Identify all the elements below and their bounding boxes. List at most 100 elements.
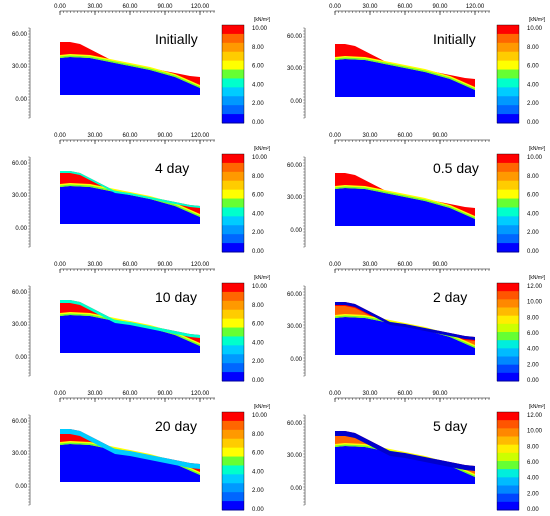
colorbar-swatch bbox=[222, 354, 244, 364]
x-tick-label: 0.00 bbox=[54, 262, 66, 268]
x-tick-label: 0.00 bbox=[329, 4, 341, 10]
x-tick-label: 0.00 bbox=[54, 4, 66, 10]
time-label: Initially bbox=[433, 31, 476, 47]
panel-0-plot: 0.00 30.00 60.00 90.00 120.00 60.00 30.00 0.00 I… bbox=[12, 4, 271, 126]
y-tick-label: 0.00 bbox=[15, 226, 27, 232]
x-tick-label: 120.00 bbox=[191, 262, 210, 268]
colorbar-swatch bbox=[222, 412, 244, 422]
colorbar-swatch bbox=[222, 438, 244, 449]
y-tick-label: 60.00 bbox=[12, 32, 28, 38]
colorbar-swatch bbox=[497, 114, 519, 124]
colorbar-tick-label: 2.00 bbox=[527, 230, 539, 236]
panel-4: 0.00 30.00 60.00 90.00 120.00 60.00 30.00 0.00 1… bbox=[0, 258, 275, 387]
colorbar-swatch bbox=[497, 189, 519, 200]
colorbar-swatch bbox=[222, 474, 244, 484]
colorbar-swatch bbox=[497, 105, 519, 115]
y-tick-label: 30.00 bbox=[12, 451, 28, 457]
panel-2-plot: 0.00 30.00 60.00 90.00 120.00 60.00 30.00 0.00 4… bbox=[12, 133, 271, 255]
colorbar-tick-label: 10.00 bbox=[252, 26, 268, 32]
y-tick-label: 0.00 bbox=[15, 97, 27, 103]
colorbar-tick-label: 10.00 bbox=[527, 429, 543, 435]
colorbar-swatch bbox=[497, 216, 519, 226]
panel-4-plot: 0.00 30.00 60.00 90.00 120.00 60.00 30.00 0.00 1… bbox=[12, 262, 271, 384]
panel-5: 0.00 30.00 60.00 90.00 60.00 30.00 0.00 2 day [k… bbox=[275, 258, 550, 387]
colorbar-swatch bbox=[222, 309, 244, 320]
colorbar-swatch bbox=[497, 234, 519, 244]
colorbar-swatch bbox=[222, 420, 244, 431]
colorbar-tick-label: 8.00 bbox=[252, 432, 264, 438]
colorbar-swatch bbox=[497, 420, 519, 429]
colorbar-swatch bbox=[497, 364, 519, 374]
colorbar-swatch bbox=[497, 180, 519, 191]
colorbar-swatch bbox=[497, 171, 519, 182]
colorbar-tick-label: 2.00 bbox=[527, 362, 539, 368]
x-tick-label: 0.00 bbox=[54, 391, 66, 397]
x-tick-label: 60.00 bbox=[397, 4, 413, 10]
colorbar-swatch bbox=[222, 336, 244, 346]
colorbar-swatch bbox=[222, 114, 244, 124]
x-tick-label: 90.00 bbox=[157, 133, 173, 139]
colorbar-tick-label: 2.00 bbox=[252, 101, 264, 107]
colorbar-frame bbox=[221, 153, 245, 253]
x-tick-label: 60.00 bbox=[122, 4, 138, 10]
colorbar-swatch bbox=[222, 207, 244, 217]
colorbar-tick-label: 2.00 bbox=[527, 101, 539, 107]
colorbar-swatch bbox=[497, 207, 519, 217]
colorbar-swatch bbox=[497, 412, 519, 421]
colorbar-tick-label: 6.00 bbox=[252, 451, 264, 457]
colorbar-tick-label: 8.00 bbox=[527, 174, 539, 180]
x-tick-label: 60.00 bbox=[122, 391, 138, 397]
colorbar-tick-label: 10.00 bbox=[252, 413, 268, 419]
colorbar-swatch bbox=[497, 493, 519, 503]
y-tick-label: 30.00 bbox=[12, 322, 28, 328]
y-tick-label: 60.00 bbox=[12, 161, 28, 167]
colorbar-swatch bbox=[222, 300, 244, 311]
colorbar-tick-label: 4.00 bbox=[527, 347, 539, 353]
colorbar-tick-label: 6.00 bbox=[527, 460, 539, 466]
x-tick-label: 90.00 bbox=[432, 4, 448, 10]
colorbar-unit-label: [kN/m²] bbox=[254, 17, 271, 23]
y-tick-label: 30.00 bbox=[12, 64, 28, 70]
colorbar-tick-label: 10.00 bbox=[527, 155, 543, 161]
colorbar-swatch bbox=[497, 96, 519, 106]
x-tick-label: 60.00 bbox=[122, 262, 138, 268]
time-label: 2 day bbox=[433, 289, 467, 305]
colorbar-tick-label: 2.00 bbox=[527, 491, 539, 497]
y-tick-label: 60.00 bbox=[12, 419, 28, 425]
colorbar-tick-label: 4.00 bbox=[252, 211, 264, 217]
y-tick-label: 0.00 bbox=[15, 484, 27, 490]
y-tick-label: 30.00 bbox=[287, 195, 303, 201]
panel-6: 0.00 30.00 60.00 90.00 120.00 60.00 30.00 0.00 2… bbox=[0, 387, 275, 516]
colorbar-swatch bbox=[497, 436, 519, 446]
colorbar-swatch bbox=[497, 452, 519, 462]
colorbar-swatch bbox=[497, 444, 519, 454]
colorbar-tick-label: 4.00 bbox=[252, 82, 264, 88]
colorbar-frame bbox=[496, 153, 520, 253]
slope-dry-core bbox=[335, 59, 475, 97]
colorbar-swatch bbox=[222, 291, 244, 302]
y-tick-label: 60.00 bbox=[12, 290, 28, 296]
colorbar-frame bbox=[221, 282, 245, 382]
surface-band bbox=[60, 171, 200, 208]
colorbar-frame bbox=[496, 24, 520, 124]
y-tick-label: 30.00 bbox=[287, 453, 303, 459]
colorbar-tick-label: 12.00 bbox=[527, 284, 543, 290]
colorbar-swatch bbox=[497, 299, 519, 308]
x-tick-label: 120.00 bbox=[191, 133, 210, 139]
y-tick-label: 30.00 bbox=[287, 324, 303, 330]
colorbar-swatch bbox=[497, 243, 519, 253]
x-tick-label: 30.00 bbox=[362, 133, 378, 139]
x-tick-label: 30.00 bbox=[87, 133, 103, 139]
y-tick-label: 30.00 bbox=[12, 193, 28, 199]
colorbar-swatch bbox=[222, 105, 244, 115]
colorbar-swatch bbox=[222, 492, 244, 502]
colorbar-swatch bbox=[497, 51, 519, 62]
colorbar-unit-label: [kN/m²] bbox=[529, 146, 546, 152]
colorbar-swatch bbox=[222, 283, 244, 293]
y-tick-label: 60.00 bbox=[287, 292, 303, 298]
time-label: 0.5 day bbox=[433, 160, 479, 176]
colorbar-swatch bbox=[222, 456, 244, 466]
x-tick-label: 90.00 bbox=[157, 4, 173, 10]
y-tick-label: 0.00 bbox=[290, 228, 302, 234]
time-label: 10 day bbox=[155, 289, 197, 305]
